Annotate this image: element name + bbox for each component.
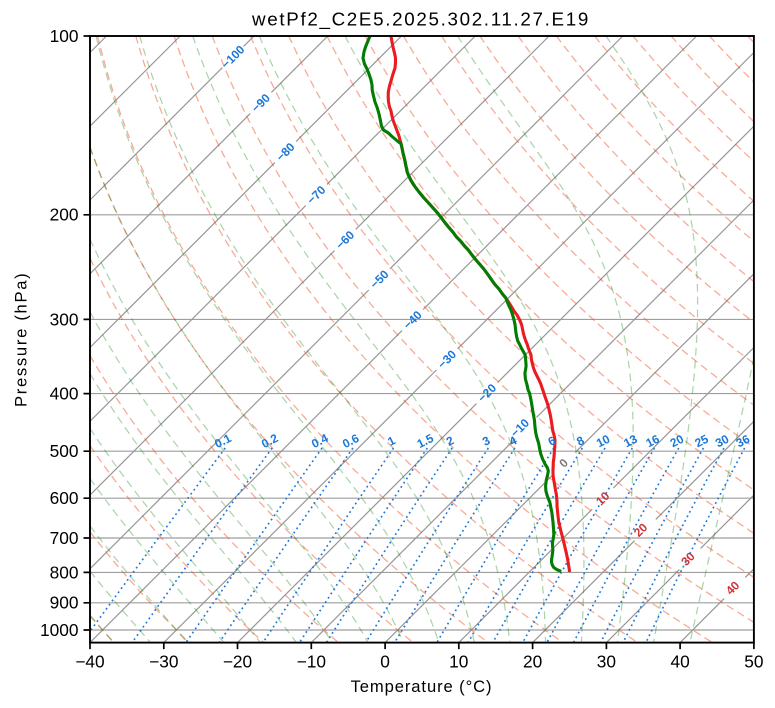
svg-text:Pressure (hPa): Pressure (hPa) (11, 272, 30, 407)
svg-text:400: 400 (50, 384, 79, 404)
svg-text:25: 25 (692, 432, 711, 451)
svg-text:36: 36 (734, 432, 753, 451)
svg-text:wetPf2_C2E5.2025.302.11.27.E19: wetPf2_C2E5.2025.302.11.27.E19 (251, 8, 590, 30)
svg-text:−40: −40 (75, 651, 104, 671)
svg-text:0.2: 0.2 (259, 431, 281, 451)
svg-text:100: 100 (50, 26, 79, 46)
svg-text:10: 10 (594, 432, 613, 451)
svg-text:0.6: 0.6 (340, 431, 362, 451)
svg-text:30: 30 (597, 651, 616, 671)
svg-text:20: 20 (668, 432, 687, 451)
svg-text:800: 800 (50, 562, 79, 582)
svg-text:−20: −20 (223, 651, 252, 671)
svg-text:600: 600 (50, 488, 79, 508)
svg-text:0.4: 0.4 (309, 431, 331, 451)
svg-text:200: 200 (50, 205, 79, 225)
svg-text:13: 13 (621, 432, 640, 451)
svg-text:20: 20 (523, 651, 542, 671)
svg-text:500: 500 (50, 441, 79, 461)
svg-text:16: 16 (643, 432, 662, 451)
svg-text:40: 40 (670, 651, 689, 671)
svg-text:−10: −10 (297, 651, 326, 671)
svg-text:900: 900 (50, 593, 79, 613)
svg-text:700: 700 (50, 528, 79, 548)
svg-text:1.5: 1.5 (415, 431, 437, 451)
svg-text:−30: −30 (149, 651, 178, 671)
svg-text:300: 300 (50, 309, 79, 329)
svg-text:1000: 1000 (40, 620, 78, 640)
svg-text:10: 10 (449, 651, 468, 671)
svg-text:Temperature (°C): Temperature (°C) (351, 677, 493, 696)
svg-text:0.1: 0.1 (212, 431, 234, 451)
svg-text:0: 0 (380, 651, 390, 671)
svg-text:30: 30 (713, 432, 732, 451)
svg-text:50: 50 (744, 651, 763, 671)
